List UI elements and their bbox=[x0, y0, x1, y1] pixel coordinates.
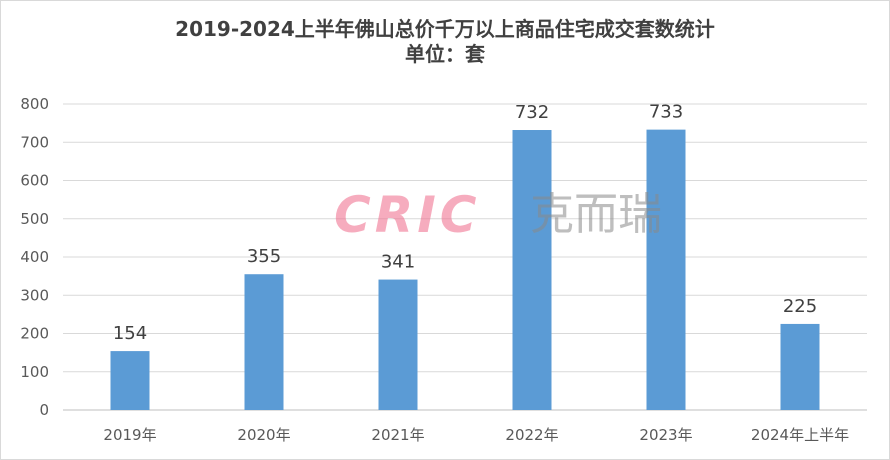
bar bbox=[780, 323, 820, 410]
x-tick-label: 2021年 bbox=[371, 426, 424, 444]
data-label: 355 bbox=[247, 246, 281, 267]
watermark-cjk: 克而瑞 bbox=[530, 189, 662, 240]
bar bbox=[244, 274, 284, 410]
data-label: 341 bbox=[381, 252, 415, 273]
y-tick-label: 400 bbox=[20, 248, 49, 266]
x-tick-label: 2019年 bbox=[103, 426, 156, 444]
chart-title: 2019-2024上半年佛山总价千万以上商品住宅成交套数统计 bbox=[175, 17, 715, 41]
x-tick-label: 2024年上半年 bbox=[751, 426, 849, 444]
chart-subtitle: 单位：套 bbox=[405, 42, 485, 66]
chart-title-block: 2019-2024上半年佛山总价千万以上商品住宅成交套数统计 单位：套 bbox=[1, 17, 889, 67]
watermark-latin: CRIC bbox=[334, 186, 481, 244]
data-label: 733 bbox=[649, 102, 683, 123]
cric-watermark-logo: CRIC 克而瑞 bbox=[334, 187, 694, 243]
bar bbox=[646, 129, 686, 410]
y-tick-label: 500 bbox=[20, 210, 49, 228]
data-label: 732 bbox=[515, 102, 549, 123]
y-tick-label: 300 bbox=[20, 286, 49, 304]
x-tick-label: 2023年 bbox=[639, 426, 692, 444]
y-tick-label: 200 bbox=[20, 325, 49, 343]
data-label: 225 bbox=[783, 296, 817, 317]
data-label: 154 bbox=[113, 323, 147, 344]
bar bbox=[110, 351, 150, 410]
bar bbox=[512, 130, 552, 410]
y-tick-label: 600 bbox=[20, 172, 49, 190]
y-tick-label: 100 bbox=[20, 363, 49, 381]
x-tick-label: 2020年 bbox=[237, 426, 290, 444]
bar bbox=[378, 279, 418, 410]
x-tick-label: 2022年 bbox=[505, 426, 558, 444]
y-tick-label: 800 bbox=[20, 95, 49, 113]
y-tick-label: 700 bbox=[20, 133, 49, 151]
y-tick-label: 0 bbox=[39, 401, 49, 419]
